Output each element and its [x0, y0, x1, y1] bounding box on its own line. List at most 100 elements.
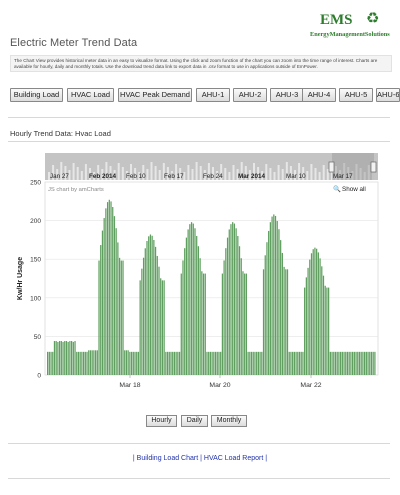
- navigator-label: Feb 17: [164, 173, 184, 180]
- chart-bar: [228, 229, 230, 375]
- chart-bar: [170, 351, 172, 375]
- chart-bar: [47, 351, 49, 375]
- chart-bar: [331, 351, 333, 375]
- hvac-load-report-link[interactable]: HVAC Load Report |: [203, 455, 268, 462]
- ahu-1-button[interactable]: AHU-1: [196, 88, 230, 102]
- chart-bar: [134, 351, 136, 375]
- chart-bar: [62, 341, 64, 375]
- navigator-background: [45, 153, 378, 180]
- building-load-button[interactable]: Building Load: [10, 88, 63, 102]
- navigator-bar: [318, 172, 321, 180]
- chart-bar: [108, 199, 110, 375]
- chart-bar: [350, 351, 352, 375]
- navigator-bar: [101, 169, 104, 180]
- hvac-load-button[interactable]: HVAC Load: [67, 88, 114, 102]
- building-load-chart-link[interactable]: | Building Load Chart |: [132, 455, 202, 462]
- chart-bar: [50, 351, 52, 375]
- chart-bar: [369, 351, 371, 375]
- chart-bar: [187, 229, 189, 375]
- chart-bar: [168, 351, 170, 375]
- navigator-bar: [306, 171, 309, 180]
- chart-bar: [103, 218, 105, 375]
- chart-bar: [58, 341, 61, 375]
- navigator-bar: [269, 168, 272, 180]
- chart-bar: [115, 228, 117, 375]
- chart-bar: [321, 266, 323, 375]
- navigator-bar: [277, 165, 280, 180]
- chart-bar: [196, 236, 198, 375]
- section-title: Hourly Trend Data: Hvac Load: [10, 129, 111, 138]
- trend-chart[interactable]: Jan 27 Feb 2014 Feb 10 Feb 17 Feb 24 Mar 2014…: [0, 150, 400, 400]
- hvac-peak-demand-button[interactable]: HVAC Peak Demand: [118, 88, 192, 102]
- chart-bar: [82, 351, 85, 375]
- navigator-bar: [89, 168, 91, 180]
- chart-bar: [91, 350, 93, 375]
- chart-credit: JS chart by amCharts: [48, 187, 104, 193]
- chart-bar: [345, 351, 347, 375]
- show-all-button[interactable]: Show all: [342, 186, 366, 193]
- chart-bar: [242, 271, 244, 375]
- chart-bar: [314, 247, 316, 375]
- chart-bar: [336, 351, 338, 375]
- navigator-bar: [105, 162, 108, 180]
- divider: [8, 141, 390, 142]
- chart-bar: [118, 257, 121, 375]
- chart-bar: [148, 236, 150, 375]
- chart-bar: [93, 350, 95, 375]
- navigator-bar: [314, 168, 317, 180]
- ahu-6-button[interactable]: AHU-6: [376, 88, 400, 102]
- chart-bar: [122, 260, 124, 375]
- navigator-bar: [232, 165, 235, 180]
- chart-bar: [197, 246, 200, 375]
- chart-bar: [184, 248, 186, 375]
- chart-bar: [113, 216, 116, 375]
- chart-bar: [98, 260, 100, 375]
- chart-bar: [166, 351, 169, 375]
- chart-bar: [297, 351, 299, 375]
- navigator-bar: [363, 172, 366, 180]
- monthly-button[interactable]: Monthly: [211, 415, 247, 427]
- chart-bar: [84, 351, 86, 375]
- y-tick-label: 200: [30, 218, 41, 225]
- page-title: Electric Meter Trend Data: [10, 37, 138, 49]
- chart-bar: [271, 216, 273, 375]
- navigator-bar: [162, 163, 165, 180]
- page-header: Electric Meter Trend Data EMS ♻ EnergyMa…: [0, 0, 400, 55]
- chart-bar: [364, 351, 366, 375]
- navigator-bar: [195, 162, 198, 180]
- chart-bar: [190, 222, 193, 375]
- ahu-2-button[interactable]: AHU-2: [233, 88, 267, 102]
- navigator-bar: [302, 167, 305, 180]
- chart-bar: [202, 273, 205, 375]
- chart-bar: [151, 235, 153, 375]
- y-tick-label: 50: [34, 334, 42, 341]
- chart-bar: [130, 351, 133, 375]
- navigator-bar: [125, 171, 128, 180]
- chart-bar: [295, 351, 297, 375]
- navigator-bar: [240, 162, 243, 180]
- hourly-button[interactable]: Hourly: [146, 415, 177, 427]
- chart-bar: [226, 237, 229, 375]
- y-tick-label: 150: [30, 257, 41, 264]
- navigator-bar: [72, 163, 75, 180]
- ahu-4-button[interactable]: AHU-4: [302, 88, 336, 102]
- chart-bar: [60, 341, 62, 375]
- divider: [8, 117, 390, 118]
- ahu-3-button[interactable]: AHU-3: [270, 88, 304, 102]
- logo-mark: EMS: [320, 12, 353, 28]
- chart-bar: [249, 351, 251, 375]
- ahu-5-button[interactable]: AHU-5: [339, 88, 373, 102]
- navigator-bar: [367, 165, 370, 180]
- chart-bar: [124, 350, 126, 375]
- chart-bar: [259, 351, 261, 375]
- navigator-bar: [343, 163, 346, 180]
- y-tick-label: 0: [37, 373, 41, 380]
- chart-bar: [214, 351, 217, 375]
- navigator-bar: [281, 169, 284, 180]
- chart-bar: [173, 351, 176, 375]
- chart-bar: [158, 266, 160, 375]
- chart-bar: [235, 228, 237, 375]
- daily-button[interactable]: Daily: [181, 415, 208, 427]
- navigator-bar: [335, 166, 337, 180]
- chart-bar: [139, 280, 141, 375]
